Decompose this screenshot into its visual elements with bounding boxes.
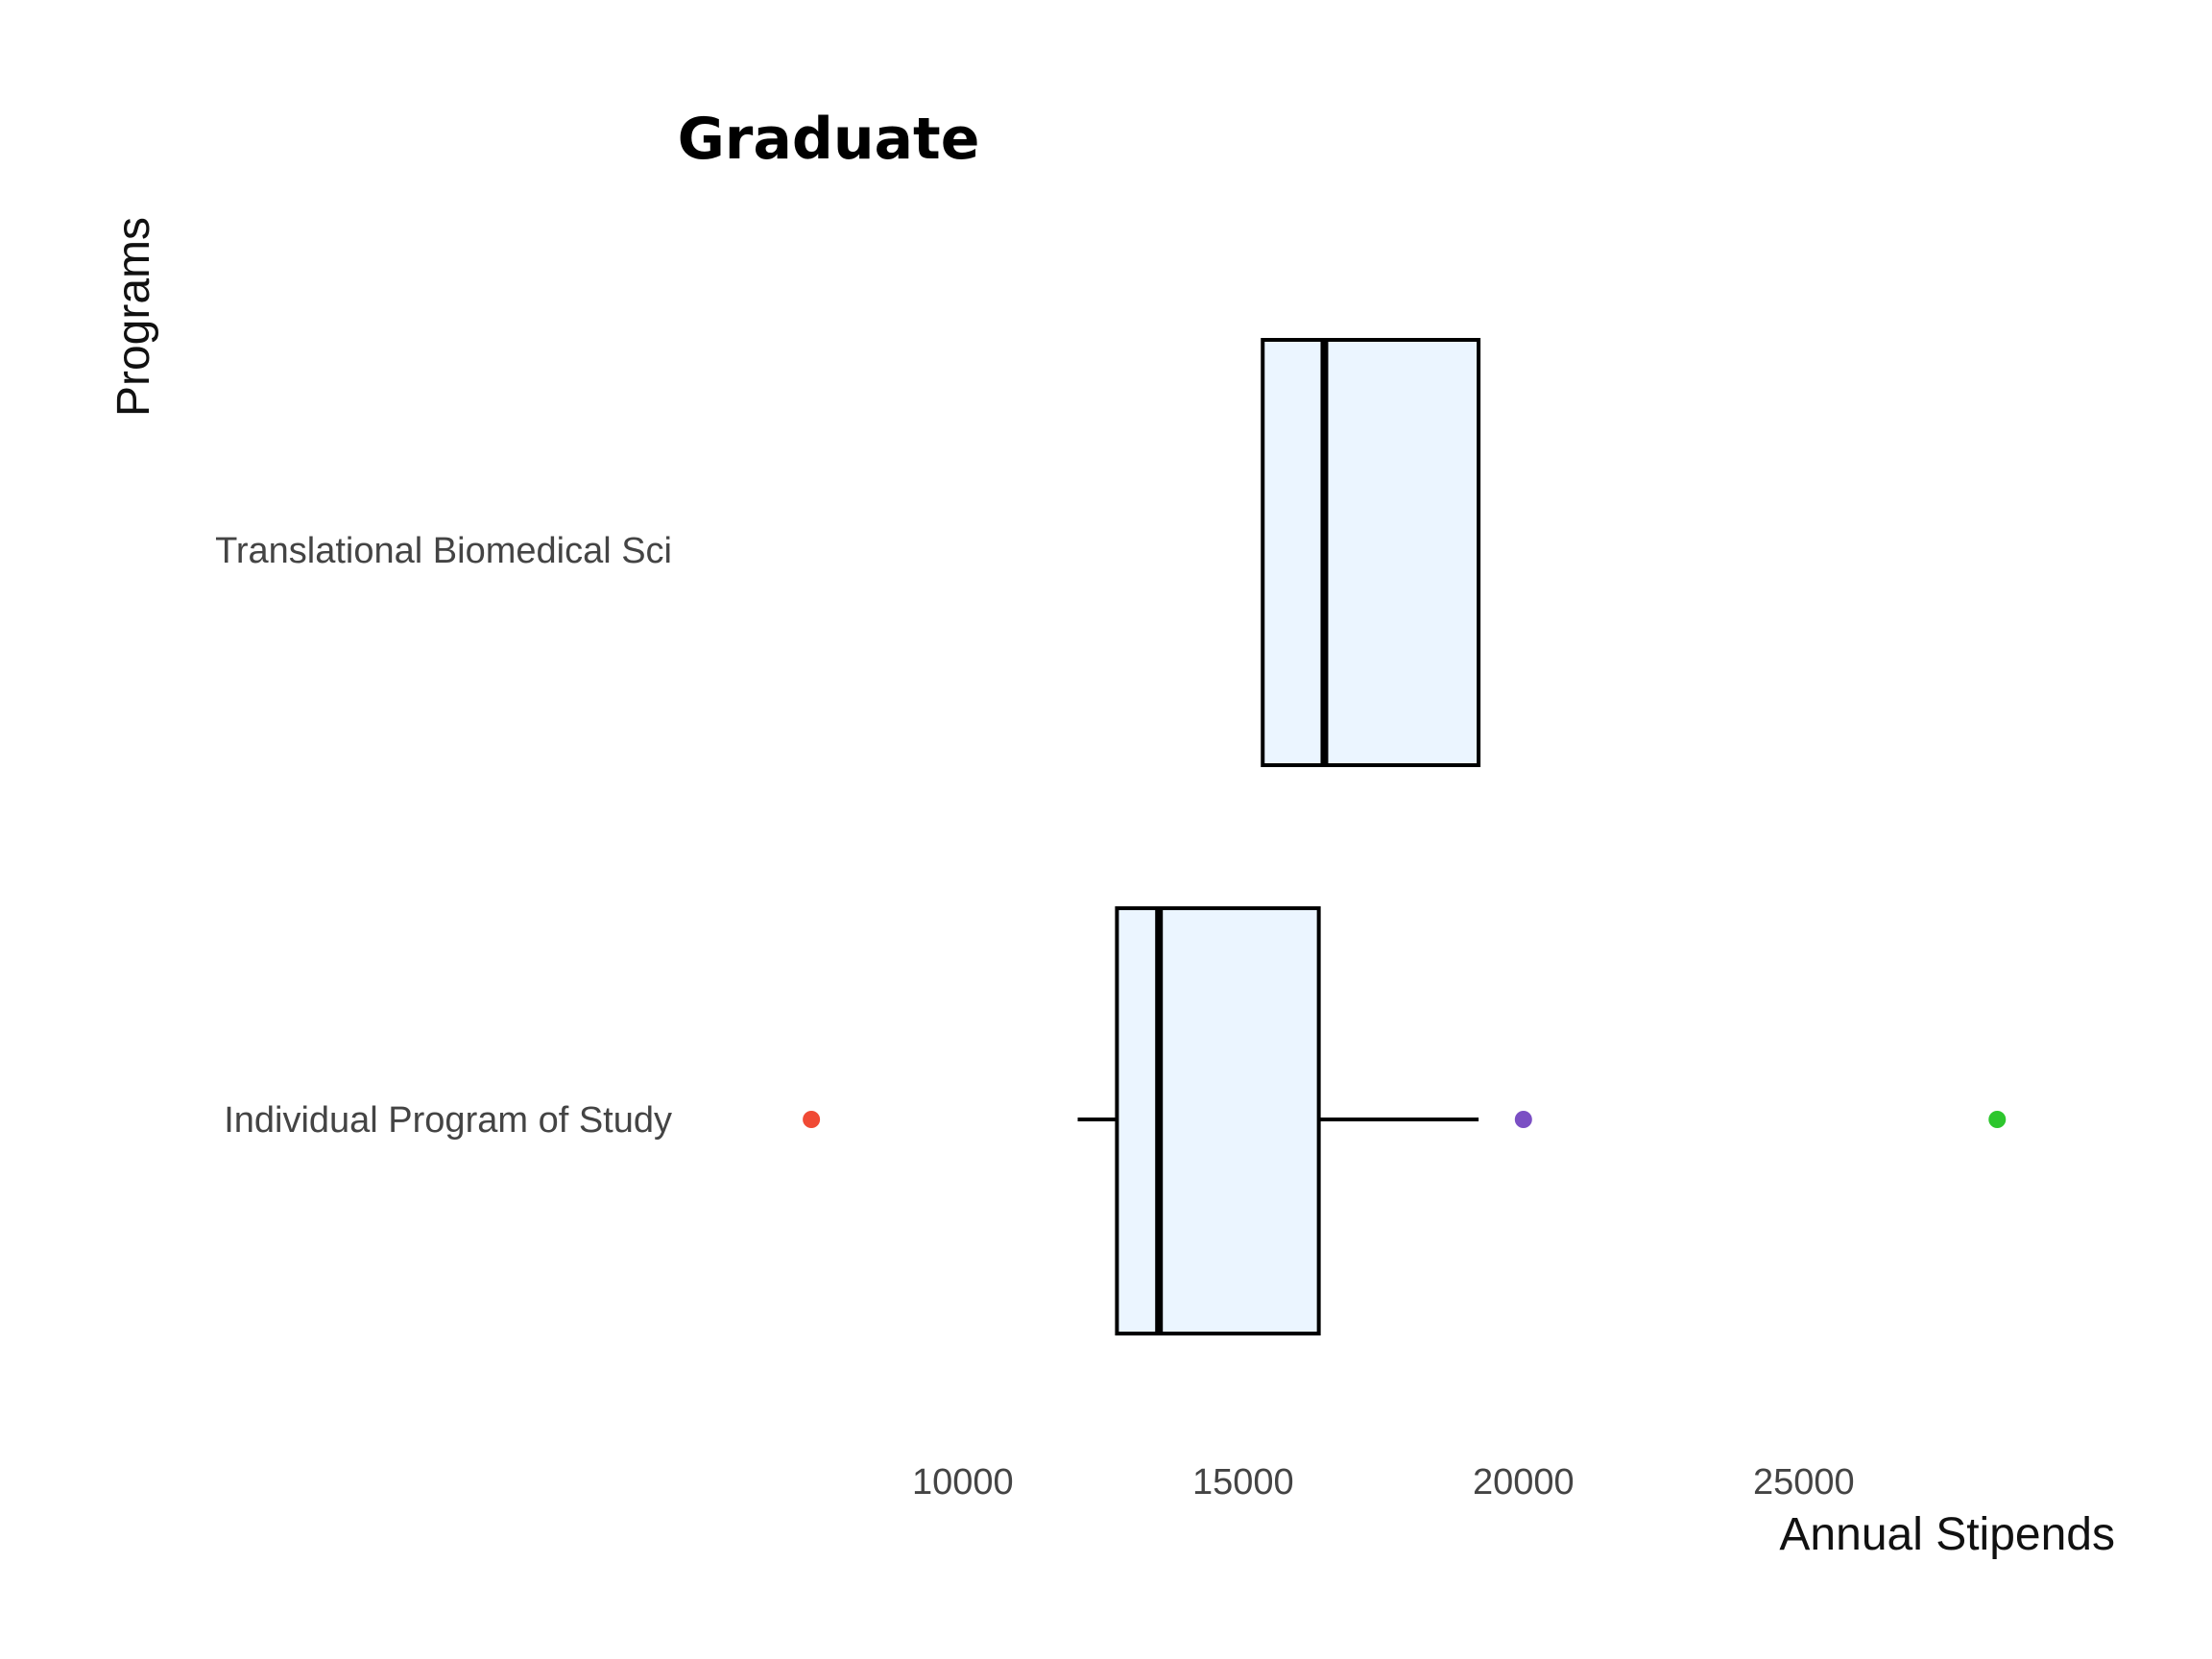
box-group [803,906,2007,1335]
outlier-point [1988,1111,2007,1128]
outlier-point [803,1111,821,1128]
x-tick-label: 10000 [912,1462,1014,1503]
box [1115,906,1321,1335]
x-tick-label: 20000 [1473,1462,1575,1503]
x-tick-labels: 10000 15000 20000 25000 [912,1462,1855,1503]
chart-title: Graduate [678,106,980,173]
outlier-point [1514,1111,1532,1128]
category-label: Translational Biomedical Sci [215,531,672,571]
y-axis-title: Programs [108,217,159,417]
boxes [803,338,2007,1335]
category-label: Individual Program of Study [224,1100,672,1141]
box [1261,338,1481,767]
x-tick-label: 25000 [1753,1462,1855,1503]
box-group [1261,338,1481,767]
category-labels: Translational Biomedical Sci Individual P… [215,531,672,1141]
x-axis-title: Annual Stipends [1779,1509,2115,1560]
x-tick-label: 15000 [1192,1462,1294,1503]
